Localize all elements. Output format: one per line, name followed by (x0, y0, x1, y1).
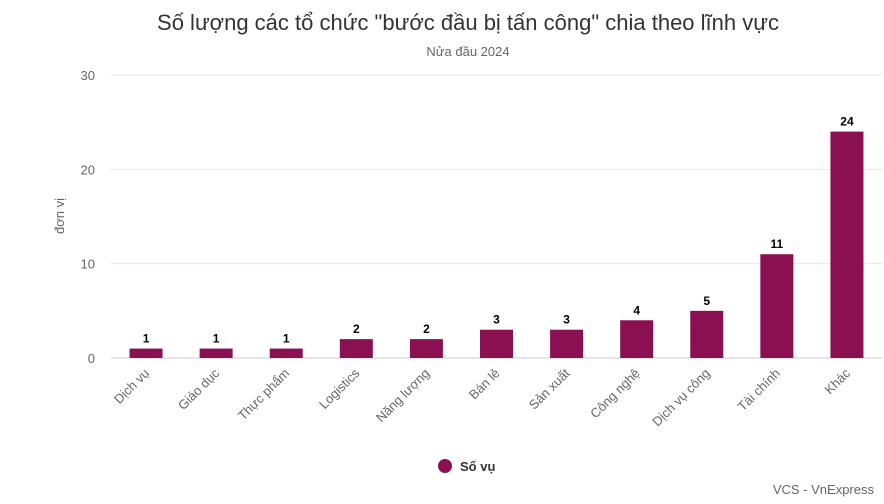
bar[interactable] (760, 254, 794, 358)
legend-marker (438, 459, 452, 473)
x-tick-label: Thực phẩm (235, 366, 293, 424)
y-axis-ticks: 0 10 20 30 (81, 68, 95, 366)
data-label: 3 (493, 313, 500, 327)
y-tick-label: 30 (81, 68, 95, 83)
x-tick-label: Sản xuất (526, 365, 573, 412)
data-label: 2 (353, 322, 360, 336)
data-label: 24 (840, 115, 854, 129)
data-label: 1 (143, 332, 150, 346)
data-label: 5 (703, 294, 710, 308)
bar[interactable] (199, 348, 233, 358)
bar[interactable] (690, 310, 724, 358)
data-label: 11 (771, 237, 784, 251)
bar[interactable] (269, 348, 303, 358)
bar[interactable] (129, 348, 163, 358)
x-tick-label: Khác (822, 365, 854, 397)
x-tick-label: Tài chính (735, 366, 783, 414)
legend[interactable]: Số vụ (438, 459, 495, 474)
bar[interactable] (409, 339, 443, 358)
data-label: 4 (633, 303, 640, 317)
y-tick-label: 0 (88, 351, 95, 366)
chart-title: Số lượng các tổ chức "bước đầu bị tấn cô… (157, 10, 779, 35)
legend-label: Số vụ (460, 459, 495, 474)
x-tick-label: Năng lượng (373, 366, 433, 426)
chart-subtitle: Nửa đầu 2024 (426, 44, 509, 59)
data-label: 1 (213, 332, 220, 346)
bar[interactable] (480, 329, 513, 358)
x-tick-label: Công nghệ (587, 366, 643, 422)
x-tick-label: Giáo dục (175, 365, 223, 413)
y-tick-label: 20 (81, 162, 95, 177)
x-tick-label: Logistics (316, 365, 363, 412)
y-tick-label: 10 (81, 257, 95, 272)
chart-credit: VCS - VnExpress (773, 482, 875, 497)
x-tick-label: Bán lẻ (466, 366, 503, 403)
bar[interactable] (550, 329, 584, 358)
bar[interactable] (339, 339, 373, 358)
bar[interactable] (620, 320, 654, 358)
data-label: 1 (283, 332, 290, 346)
x-axis-ticks: Dịch vụ Giáo dục Thực phẩm Logistics Năng lư… (111, 365, 854, 429)
bars (129, 131, 864, 358)
y-axis-label: đơn vị (52, 198, 67, 234)
bar[interactable] (830, 131, 864, 358)
x-tick-label: Dịch vụ (111, 366, 152, 407)
data-label: 3 (563, 313, 570, 327)
data-label: 2 (423, 322, 430, 336)
x-tick-label: Dịch vụ công (649, 366, 713, 430)
